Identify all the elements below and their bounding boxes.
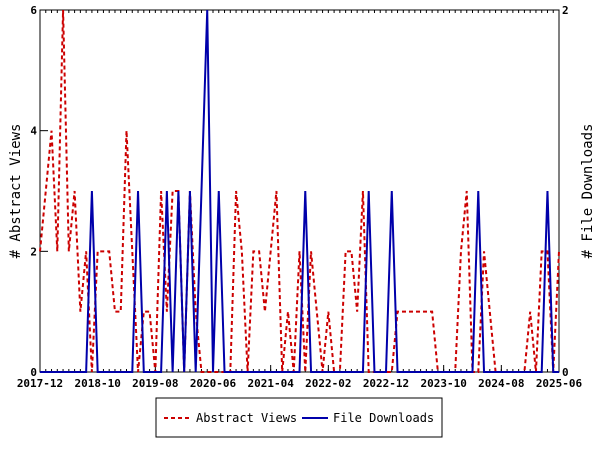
y-left-tick-label: 0 bbox=[30, 366, 37, 379]
y-left-tick-label: 6 bbox=[30, 4, 37, 17]
y-left-tick-label: 4 bbox=[30, 125, 37, 138]
x-tick-label: 2017-12 bbox=[17, 377, 63, 390]
legend: Abstract Views File Downloads bbox=[155, 397, 443, 438]
x-tick-label: 2022-12 bbox=[363, 377, 409, 390]
y-right-tick-label: 0 bbox=[562, 366, 569, 379]
axis-ticks bbox=[39, 9, 560, 373]
x-tick-label: 2020-06 bbox=[190, 377, 237, 390]
x-tick-label: 2019-08 bbox=[132, 377, 178, 390]
x-tick-label: 2021-04 bbox=[247, 377, 294, 390]
legend-label-file-downloads: File Downloads bbox=[333, 411, 434, 425]
x-tick-label: 2025-06 bbox=[536, 377, 583, 390]
x-tick-label: 2022-02 bbox=[305, 377, 351, 390]
axis-labels: 2017-12 2018-10 2019-08 2020-06 2021-04 2022-… bbox=[17, 4, 583, 390]
legend-box bbox=[155, 397, 443, 438]
plot-area bbox=[39, 9, 560, 373]
y-left-axis-title: # Abstract Views bbox=[8, 124, 24, 259]
y-right-tick-label: 2 bbox=[562, 4, 569, 17]
x-tick-label: 2023-10 bbox=[420, 377, 466, 390]
series-layer bbox=[39, 9, 560, 373]
series-line-file-downloads bbox=[40, 9, 559, 373]
x-tick-label: 2024-08 bbox=[478, 377, 524, 390]
x-tick-label: 2018-10 bbox=[74, 377, 120, 390]
y-left-tick-label: 2 bbox=[30, 245, 37, 258]
y-right-axis-title: # File Downloads bbox=[580, 124, 596, 259]
legend-label-abstract-views: Abstract Views bbox=[196, 411, 297, 425]
